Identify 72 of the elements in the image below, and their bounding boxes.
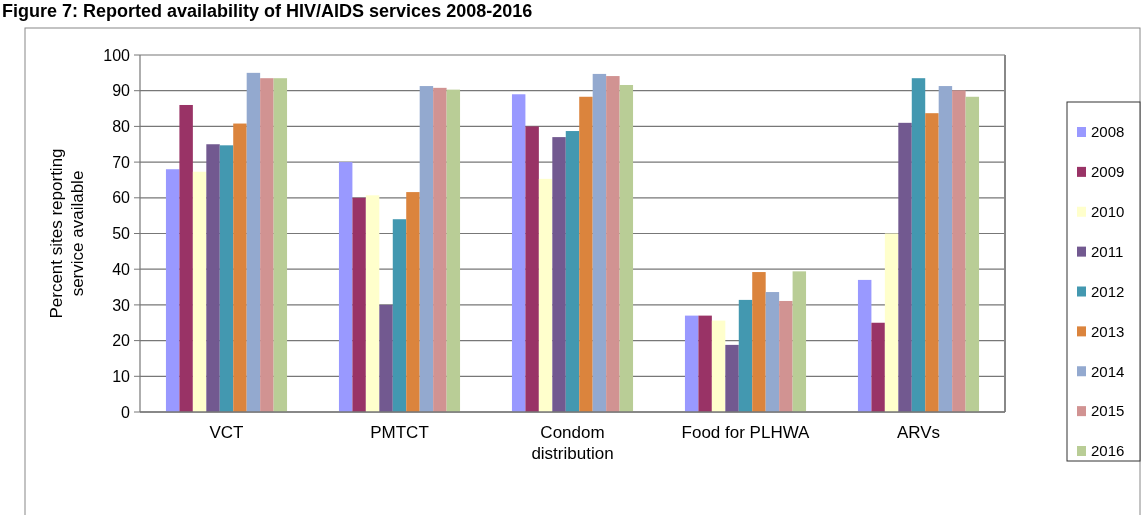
legend-label: 2013: [1091, 322, 1125, 340]
bar: [592, 73, 607, 412]
bar: [711, 320, 726, 412]
bar: [525, 126, 539, 412]
y-tick-label: 20: [112, 332, 131, 350]
legend-label: 2016: [1091, 442, 1125, 460]
bar: [260, 78, 274, 412]
bar: [871, 322, 885, 412]
bar: [952, 90, 966, 412]
bar: [752, 272, 766, 412]
y-tick-label: 50: [112, 225, 131, 243]
bar: [206, 144, 220, 412]
y-axis-title: Percent sites reporting service available: [46, 148, 87, 319]
x-tick-label: Condom distribution: [531, 423, 614, 463]
x-tick-label: ARVs: [896, 423, 941, 442]
bar: [538, 178, 553, 412]
y-tick-label: 100: [103, 46, 131, 64]
legend-label: 2009: [1091, 163, 1125, 181]
bar: [911, 78, 926, 412]
bar: [419, 86, 434, 412]
bar: [165, 169, 180, 412]
bar: [179, 104, 193, 412]
y-tick-label: 40: [112, 260, 131, 278]
legend-label: 2015: [1091, 402, 1125, 420]
bar: [392, 219, 407, 412]
bar: [379, 304, 393, 412]
bar: [246, 72, 261, 412]
bar: [511, 94, 526, 412]
bar: [273, 78, 288, 412]
y-tick-label: 80: [112, 118, 131, 135]
x-tick-label: Food for PLHWA: [681, 423, 811, 442]
bar: [365, 195, 380, 412]
bar: [698, 315, 712, 412]
y-tick-label: 10: [112, 367, 131, 385]
legend-label: 2011: [1091, 242, 1124, 260]
bar: [898, 122, 912, 412]
bar: [446, 89, 461, 412]
legend-label: 2008: [1091, 123, 1125, 141]
bar: [738, 299, 753, 412]
bar: [779, 300, 793, 412]
bar: [792, 271, 807, 412]
bar: [219, 145, 234, 412]
y-tick-label: 60: [112, 189, 131, 207]
bar: [338, 162, 353, 412]
bar: [406, 192, 420, 412]
chart-title: Figure 7: Reported availability of HIV/AIDS services 2008-2016: [2, 1, 533, 21]
bar: [857, 279, 872, 412]
bar: [606, 76, 620, 412]
x-tick-label: PMTCT: [370, 423, 429, 442]
y-tick-label: 90: [112, 82, 131, 100]
x-tick-label: VCT: [209, 423, 244, 442]
bar: [433, 87, 447, 412]
bar: [233, 123, 247, 412]
bar: [579, 96, 593, 412]
y-tick-label: 70: [112, 153, 131, 171]
legend-label: 2014: [1091, 362, 1125, 380]
y-tick-label: 0: [121, 403, 131, 421]
bar: [552, 137, 566, 412]
bar: [925, 113, 939, 412]
bar: [684, 315, 699, 412]
legend-label: 2010: [1091, 203, 1125, 220]
bar: [938, 86, 953, 412]
bar: [965, 96, 980, 412]
legend-label: 2012: [1091, 282, 1125, 300]
bar: [192, 171, 207, 412]
bar: [565, 131, 580, 412]
y-tick-label: 30: [112, 296, 131, 314]
bar: [765, 292, 780, 412]
bar: [884, 233, 899, 412]
bar: [352, 197, 366, 412]
bar: [725, 344, 739, 412]
bar: [619, 84, 634, 412]
